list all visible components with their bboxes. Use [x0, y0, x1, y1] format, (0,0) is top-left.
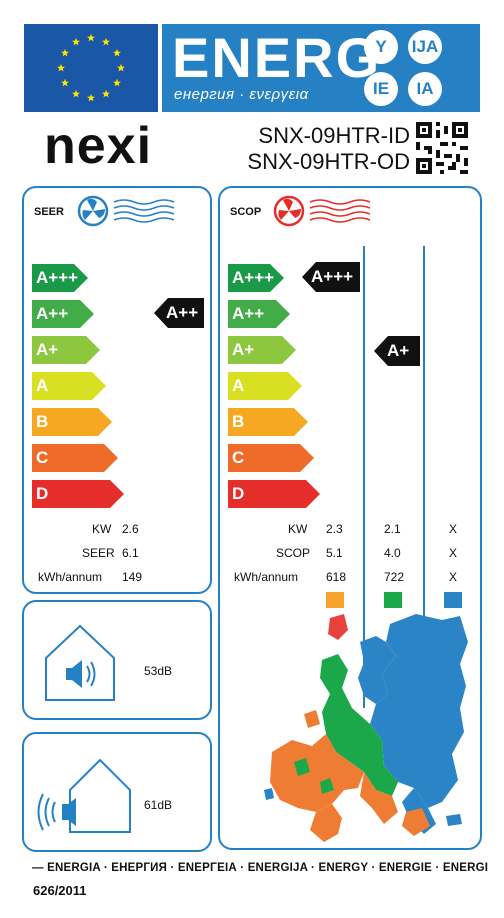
heating-class-bar: A++	[228, 300, 290, 328]
eu-flag-icon	[57, 33, 125, 102]
heating-rating-warm: A+++	[311, 267, 354, 286]
heat-kw-average: 2.1	[384, 522, 401, 536]
cool-kwh-label: kWh/annum	[38, 570, 103, 584]
heat-kwh-cold: X	[449, 570, 458, 584]
heating-class-label: D	[232, 484, 245, 503]
energy-subtitle: енергия · ενεργεια	[174, 86, 309, 103]
cooling-class-label: B	[36, 412, 49, 431]
cooling-class-label: A	[36, 376, 49, 395]
heating-class-bar: A+	[228, 336, 296, 364]
cooling-class-label: C	[36, 448, 49, 467]
lang-code-ija: IJA	[408, 30, 442, 64]
heat-kwh-label: kWh/annum	[234, 570, 299, 584]
heat-kwh-average: 722	[384, 570, 405, 584]
cool-kw-label: KW	[92, 522, 112, 536]
europe-climate-map-icon	[264, 614, 468, 842]
indoor-speaker-icon	[45, 624, 115, 701]
heating-rating-average-indicator: A+	[374, 336, 420, 366]
heating-rating-average: A+	[387, 341, 410, 360]
cooling-class-bar: A	[32, 372, 106, 400]
eu-flag	[24, 24, 158, 112]
indoor-noise-value: 53dB	[144, 664, 173, 678]
cool-kwh-value: 149	[122, 570, 143, 584]
cooling-rating-indicator: A++	[154, 298, 204, 328]
cool-kw-value: 2.6	[122, 522, 139, 536]
scop-label: SCOP	[230, 206, 262, 218]
outdoor-noise-panel: 61dB	[22, 732, 212, 852]
energy-header: ENERG енергия · ενεργεια Y IJA IE IA	[162, 24, 480, 112]
heating-class-label: A	[232, 376, 245, 395]
heating-class-bar: A	[228, 372, 302, 400]
cooling-class-label: D	[36, 484, 49, 503]
cooling-rating: A++	[166, 303, 199, 322]
heating-class-bar: B	[228, 408, 308, 436]
heating-class-bar: D	[228, 480, 320, 508]
energy-word: ENERG	[172, 26, 382, 89]
heat-kw-warm: 2.3	[326, 522, 343, 536]
heating-panel: SCOP A+++ A++ A+ A B C D A+++ A+ KW 2.3 2.1 X …	[218, 186, 482, 850]
cooling-class-bar: A++	[32, 300, 94, 328]
heating-class-bar: C	[228, 444, 314, 472]
column-divider-1	[363, 246, 365, 708]
fan-warm-icon	[273, 195, 371, 227]
heat-scop-warm: 5.1	[326, 546, 343, 560]
climate-cold-swatch	[444, 592, 462, 608]
heating-rating-warm-indicator: A+++	[302, 262, 360, 292]
heat-kwh-warm: 618	[326, 570, 347, 584]
model-outdoor: SNX-09HTR-OD	[247, 149, 410, 174]
lang-code-y: Y	[364, 30, 398, 64]
heating-class-label: B	[232, 412, 245, 431]
heat-scop-cold: X	[449, 546, 458, 560]
heat-kw-label: KW	[288, 522, 308, 536]
brand-name: nexi	[44, 117, 153, 175]
indoor-noise-panel: 53dB	[22, 600, 212, 720]
climate-average-swatch	[384, 592, 402, 608]
cool-seer-value: 6.1	[122, 546, 139, 560]
regulation-number: 626/2011	[33, 883, 87, 898]
heating-class-label: C	[232, 448, 245, 467]
cooling-class-label: A++	[36, 304, 69, 323]
cooling-class-bar: B	[32, 408, 112, 436]
model-indoor: SNX-09HTR-ID	[258, 123, 410, 148]
heat-scop-label: SCOP	[276, 546, 311, 560]
cooling-class-label: A+++	[36, 268, 79, 287]
fan-cold-icon	[77, 195, 175, 227]
outdoor-noise-value: 61dB	[144, 798, 173, 812]
cooling-class-bar: A+++	[32, 264, 88, 292]
heating-class-bar: A+++	[228, 264, 284, 292]
heating-class-label: A+	[232, 340, 255, 359]
heat-kw-cold: X	[449, 522, 458, 536]
outdoor-speaker-icon	[37, 758, 131, 833]
heating-class-label: A+++	[232, 268, 275, 287]
climate-warm-swatch	[326, 592, 344, 608]
footer-languages: — ENERGIA · ЕНЕРГИЯ · ΕΝΕΡΓΕΙΑ · ENERGIJ…	[32, 862, 489, 874]
cooling-class-label: A+	[36, 340, 59, 359]
cooling-class-bar: D	[32, 480, 124, 508]
cooling-class-bar: A+	[32, 336, 100, 364]
qr-code-icon	[416, 122, 468, 174]
lang-code-ia: IA	[408, 72, 442, 106]
cool-seer-label: SEER	[82, 546, 115, 560]
seer-label: SEER	[34, 206, 64, 218]
lang-code-ie: IE	[364, 72, 398, 106]
heating-class-label: A++	[232, 304, 265, 323]
heat-scop-average: 4.0	[384, 546, 401, 560]
column-divider-2	[423, 246, 425, 708]
cooling-class-bar: C	[32, 444, 118, 472]
cooling-panel: SEER A+++ A++ A+ A B C D A++ KW 2.6 SEER 6.1 k…	[22, 186, 212, 594]
